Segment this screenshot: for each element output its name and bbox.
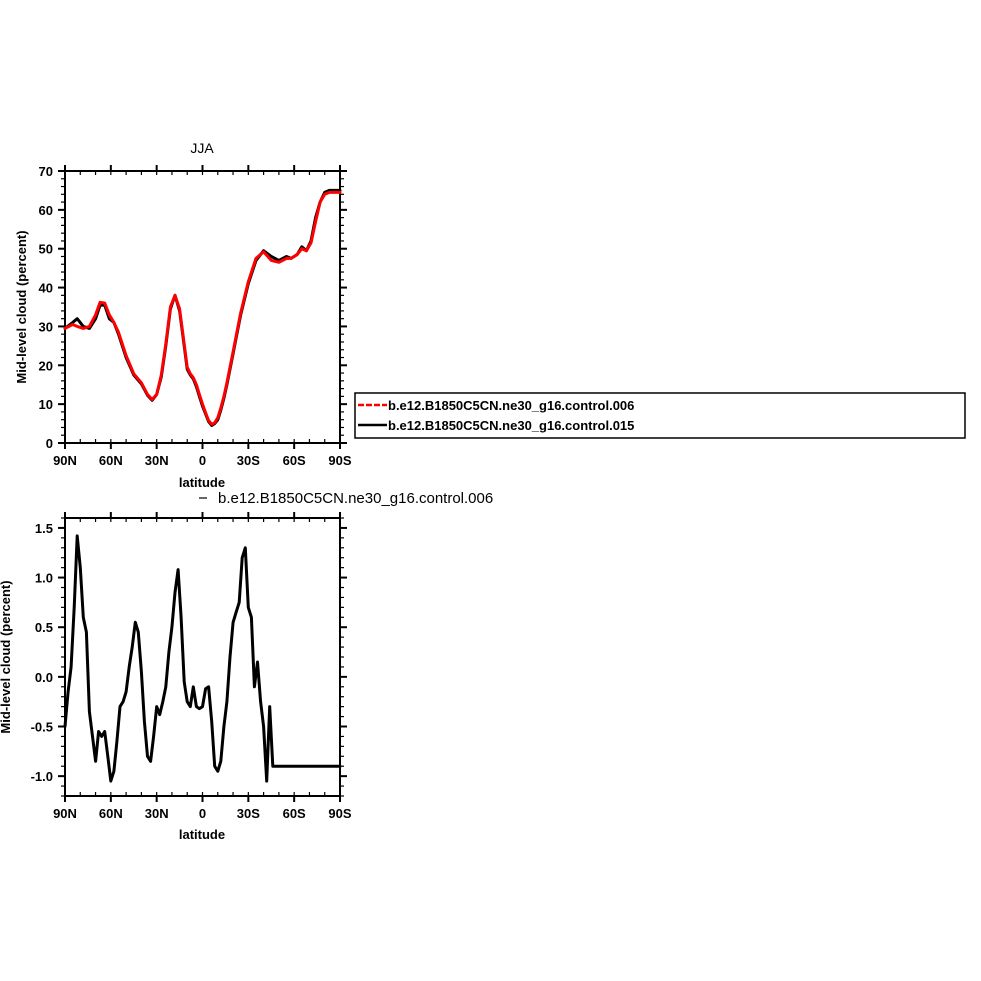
y-tick-label: 0: [46, 436, 53, 451]
legend-box: [354, 392, 966, 439]
legend-label-black: b.e12.B1850C5CN.ne30_g16.control.015: [388, 418, 634, 433]
y-tick-label: 70: [39, 164, 53, 179]
bottom-x-axis: 90N 60N 30N 0 30S 60S 90S: [53, 512, 352, 821]
y-tick-label: 1.5: [35, 521, 53, 536]
top-y-axis: 0 10 20 30 40 50 60 70: [39, 164, 347, 451]
bottom-x-axis-label: latitude: [179, 827, 225, 842]
x-tick-label: 0: [199, 806, 206, 821]
series-line-1: [63, 190, 342, 426]
x-tick-label: 0: [199, 453, 206, 468]
x-tick-label: 90N: [53, 806, 77, 821]
x-tick-label: 60S: [283, 453, 306, 468]
bottom-panel: b.e12.B1850C5CN.ne30_g16.control.006 90N…: [0, 490, 493, 842]
top-x-axis-label: latitude: [179, 475, 225, 490]
x-tick-label: 90N: [53, 453, 77, 468]
legend-label-red: b.e12.B1850C5CN.ne30_g16.control.006: [388, 398, 634, 413]
y-tick-label: 40: [39, 281, 53, 296]
top-series-lines: [63, 188, 342, 427]
x-tick-label: 30S: [237, 806, 260, 821]
x-tick-label: 60N: [99, 453, 123, 468]
x-tick-label: 30S: [237, 453, 260, 468]
y-tick-label: -1.0: [31, 769, 53, 784]
y-tick-label: 10: [39, 397, 53, 412]
bottom-series-lines: [63, 534, 342, 783]
y-tick-label: 50: [39, 242, 53, 257]
x-tick-label: 30N: [145, 806, 169, 821]
y-tick-label: 0.0: [35, 670, 53, 685]
x-tick-label: 60S: [283, 806, 306, 821]
x-tick-label: 90S: [328, 453, 351, 468]
x-tick-label: 60N: [99, 806, 123, 821]
y-tick-label: 20: [39, 358, 53, 373]
x-tick-label: 30N: [145, 453, 169, 468]
y-tick-label: 0.5: [35, 620, 53, 635]
bottom-y-axis-label: Mid-level cloud (percent): [0, 580, 13, 733]
y-tick-label: 30: [39, 319, 53, 334]
legend: b.e12.B1850C5CN.ne30_g16.control.006 b.e…: [354, 392, 966, 439]
series-line-0: [63, 534, 342, 783]
top-panel-title: JJA: [190, 140, 214, 156]
top-y-axis-label: Mid-level cloud (percent): [14, 230, 29, 383]
bottom-panel-title: b.e12.B1850C5CN.ne30_g16.control.006: [218, 490, 493, 507]
x-tick-label: 90S: [328, 806, 351, 821]
y-tick-label: 1.0: [35, 571, 53, 586]
y-tick-label: 60: [39, 203, 53, 218]
top-panel: JJA 90N 60N 30N 0 30S 60S 90S 010203040506070 …: [14, 140, 352, 490]
y-tick-label: -0.5: [31, 720, 53, 735]
bottom-y-axis: -1.0 -0.5 0.0 0.5 1.0 1.5: [31, 517, 347, 797]
